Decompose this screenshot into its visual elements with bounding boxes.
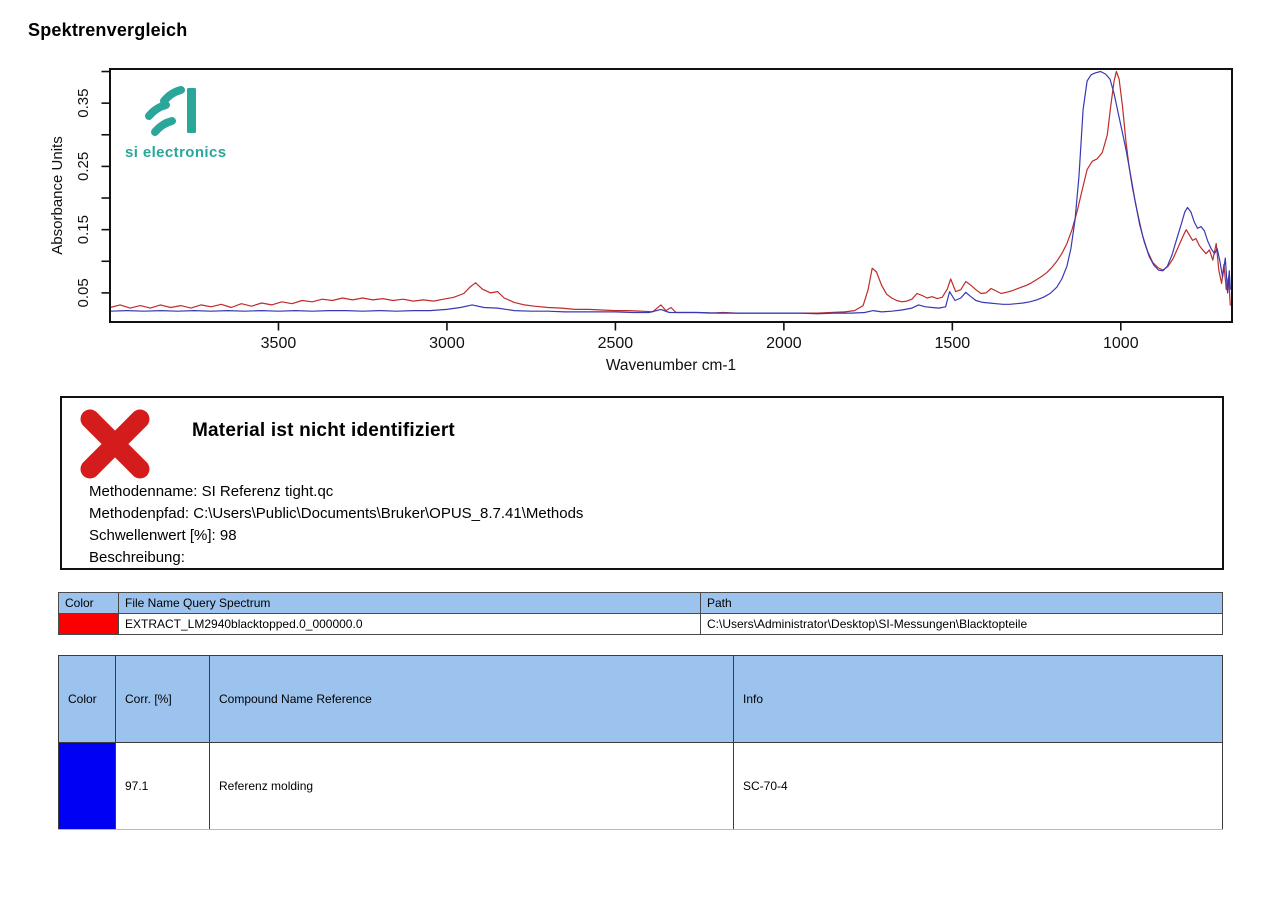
page-title: Spektrenvergleich <box>28 20 188 40</box>
result-title: Material ist nicht identifiziert <box>192 420 455 441</box>
method-info: Methodenname: SI Referenz tight.qc Metho… <box>89 481 583 569</box>
x-axis-title: Wavenumber cm-1 <box>606 357 736 374</box>
result-correlation: 97.1 <box>115 742 210 830</box>
si-electronics-logo: si electronics <box>124 78 234 161</box>
reference-match-table: Color Corr. [%] Compound Name Reference Inf… <box>58 655 1223 830</box>
query-column-header: Path <box>700 592 1223 614</box>
x-tick-label: 1500 <box>935 335 971 352</box>
result-color-swatch <box>58 742 116 830</box>
si-logo-mark-icon <box>145 86 196 136</box>
y-tick-label: 0.05 <box>75 278 92 307</box>
result-column-header: Compound Name Reference <box>209 655 734 743</box>
result-column-header: Color <box>58 655 116 743</box>
spectrum-chart: 3500 3000 2500 2000 1500 1000 Wavenumber cm-1 0… <box>0 0 1280 400</box>
result-box: Material ist nicht identifiziert Methode… <box>60 396 1224 570</box>
result-column-header: Corr. [%] <box>115 655 210 743</box>
method-name-line: Methodenname: SI Referenz tight.qc <box>89 483 334 500</box>
query-spectrum-table: Color File Name Query Spectrum Path EXTRAC… <box>58 592 1223 635</box>
description-line: Beschreibung: <box>89 549 185 566</box>
query-file-name: EXTRACT_LM2940blacktopped.0_000000.0 <box>118 613 701 635</box>
y-tick-label: 0.25 <box>75 152 92 181</box>
query-color-swatch <box>58 613 119 635</box>
y-tick-label: 0.35 <box>75 89 92 118</box>
plot-border <box>109 68 1233 323</box>
x-tick-label: 1000 <box>1103 335 1139 352</box>
spectrum-plot: 3500 3000 2500 2000 1500 1000 Wavenumber cm-1 0… <box>49 68 1233 374</box>
y-tick-label: 0.15 <box>75 215 92 244</box>
reference-spectrum-line <box>109 70 1231 315</box>
query-column-header: Color <box>58 592 119 614</box>
query-column-header: File Name Query Spectrum <box>118 592 701 614</box>
result-column-header: Info <box>733 655 1223 743</box>
x-tick-label: 2000 <box>766 335 802 352</box>
method-path-line: Methodenpfad: C:\Users\Public\Documents\… <box>89 505 584 522</box>
result-compound-name: Referenz molding <box>209 742 734 830</box>
error-x-icon <box>80 409 150 479</box>
y-axis-title: Absorbance Units <box>49 136 66 254</box>
x-tick-label: 3000 <box>429 335 465 352</box>
x-tick-label: 3500 <box>261 335 297 352</box>
query-table-row: EXTRACT_LM2940blacktopped.0_000000.0 C:\U… <box>58 613 1223 635</box>
threshold-line: Schwellenwert [%]: 98 <box>89 527 237 544</box>
result-table-row: 97.1 Referenz molding SC-70-4 <box>58 742 1223 830</box>
result-info: SC-70-4 <box>733 742 1223 830</box>
query-path: C:\Users\Administrator\Desktop\SI-Messun… <box>700 613 1223 635</box>
x-tick-label: 2500 <box>598 335 634 352</box>
si-logo-text: si electronics <box>125 144 227 161</box>
